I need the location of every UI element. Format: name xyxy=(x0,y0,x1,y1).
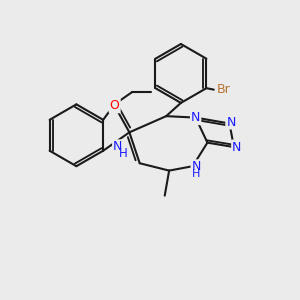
Text: N: N xyxy=(191,111,200,124)
Text: H: H xyxy=(192,169,200,179)
Text: H: H xyxy=(119,147,128,160)
Text: N: N xyxy=(191,160,201,173)
Text: Br: Br xyxy=(216,83,230,96)
Text: N: N xyxy=(113,140,122,153)
Text: N: N xyxy=(226,116,236,128)
Text: O: O xyxy=(110,98,119,111)
Text: O: O xyxy=(110,99,120,112)
Text: N: N xyxy=(232,141,242,154)
